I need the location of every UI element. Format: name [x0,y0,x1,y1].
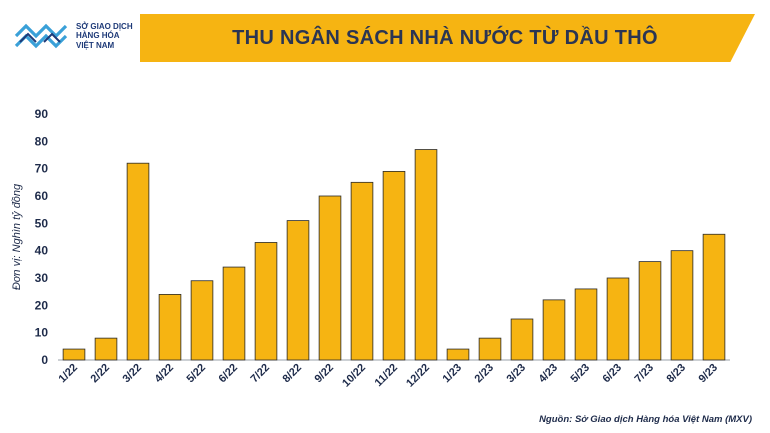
y-tick-label: 70 [35,162,49,176]
bar [254,242,278,361]
x-tick-label: 1/22 [56,362,80,386]
y-tick-label: 60 [35,189,49,203]
bar [638,261,662,361]
bar [286,220,310,361]
bar [446,348,470,361]
y-tick-label: 0 [41,353,48,367]
y-tick-label: 90 [35,107,49,121]
bar [414,149,438,361]
mxv-logo-icon [14,23,68,49]
x-tick-label: 2/22 [88,362,112,386]
bar [62,348,86,361]
x-tick-label: 8/22 [280,362,304,386]
bar [158,293,182,361]
x-tick-label: 2/23 [472,362,496,386]
brand-line-3: VIỆT NAM [76,40,115,50]
bar [574,288,598,361]
x-tick-label: 8/23 [664,362,688,386]
y-tick-label: 40 [35,244,49,258]
bar-chart: 0 10 20 30 40 50 60 70 80 90 Đơn vị: Nghìn tỷ đồng… [11,107,730,390]
x-tick-label: 3/23 [504,362,528,386]
title-banner [140,14,755,62]
x-tick-label: 1/23 [440,362,464,386]
x-tick-label: 6/22 [216,362,240,386]
x-tick-label: 9/23 [696,362,720,386]
x-tick-label: 11/22 [373,362,401,390]
y-tick-label: 30 [35,271,49,285]
y-axis-label: Đơn vị: Nghìn tỷ đồng [11,183,23,290]
bar [318,195,342,361]
bar [222,266,246,361]
bar [478,337,502,361]
y-tick-label: 50 [35,216,49,230]
bar [606,277,630,361]
bar [510,318,534,361]
x-tick-label: 4/22 [152,362,176,386]
y-tick-label: 10 [35,326,49,340]
bar [382,170,406,361]
bar [542,299,566,361]
bar [702,233,726,361]
y-tick-label: 20 [35,298,49,312]
bar [190,280,214,361]
brand-line-2: HÀNG HÓA [76,31,120,41]
bar [94,337,118,361]
x-tick-label: 7/22 [248,362,272,386]
x-tick-label: 12/22 [404,362,432,390]
source-note: Nguồn: Sở Giao dịch Hàng hóa Việt Nam (M… [539,414,752,425]
x-tick-label: 5/23 [568,362,592,386]
brand-logo: SỞ GIAO DỊCH HÀNG HÓA VIỆT NAM [14,10,144,62]
bar [670,250,694,361]
x-tick-label: 7/23 [632,362,656,386]
chart-title: THU NGÂN SÁCH NHÀ NƯỚC TỪ DẦU THÔ [232,26,658,49]
brand-name: SỞ GIAO DỊCH HÀNG HÓA VIỆT NAM [76,22,133,51]
x-tick-label: 5/22 [184,362,208,386]
x-tick-label: 9/22 [312,362,336,386]
bar [350,181,374,361]
bar [126,162,150,361]
x-tick-label: 4/23 [536,362,560,386]
x-tick-label: 3/22 [120,362,144,386]
brand-line-1: SỞ GIAO DỊCH [76,21,133,31]
x-tick-label: 10/22 [340,362,368,390]
x-tick-label: 6/23 [600,362,624,386]
y-tick-label: 80 [35,134,49,148]
